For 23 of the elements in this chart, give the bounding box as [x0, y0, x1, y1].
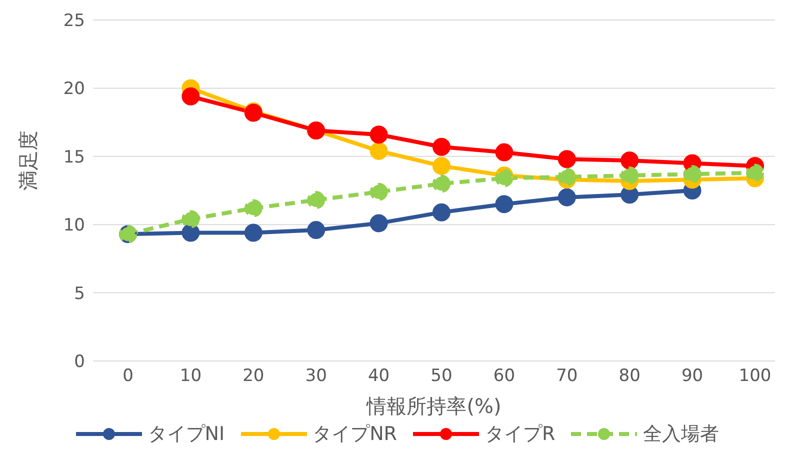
- x-axis-title: 情報所持率(%): [366, 394, 502, 418]
- y-tick-label: 5: [74, 284, 85, 304]
- y-tick-label: 25: [63, 11, 85, 32]
- x-tick-label: 50: [430, 366, 452, 386]
- legend-label: タイプR: [485, 422, 556, 447]
- x-tick-label: 100: [738, 366, 772, 386]
- x-tick-label: 80: [618, 366, 640, 386]
- x-tick-label: 70: [556, 366, 578, 386]
- x-tick-label: 20: [242, 366, 264, 386]
- legend-label: 全入場者: [643, 422, 720, 447]
- x-tick-label: 40: [368, 366, 390, 386]
- x-tick-label: 0: [122, 366, 134, 386]
- legend-label: タイプNI: [148, 422, 225, 447]
- y-tick-label: 0: [74, 352, 85, 372]
- x-tick-label: 10: [180, 366, 202, 386]
- y-tick-label: 20: [63, 79, 85, 100]
- y-tick-label: 10: [63, 216, 85, 236]
- x-tick-label: 60: [493, 366, 516, 386]
- legend-label: タイプNR: [312, 422, 398, 447]
- x-tick-label: 30: [305, 366, 327, 386]
- x-tick-label: 90: [681, 366, 704, 386]
- y-axis-title: 満足度: [16, 130, 40, 190]
- y-tick-label: 15: [63, 147, 85, 168]
